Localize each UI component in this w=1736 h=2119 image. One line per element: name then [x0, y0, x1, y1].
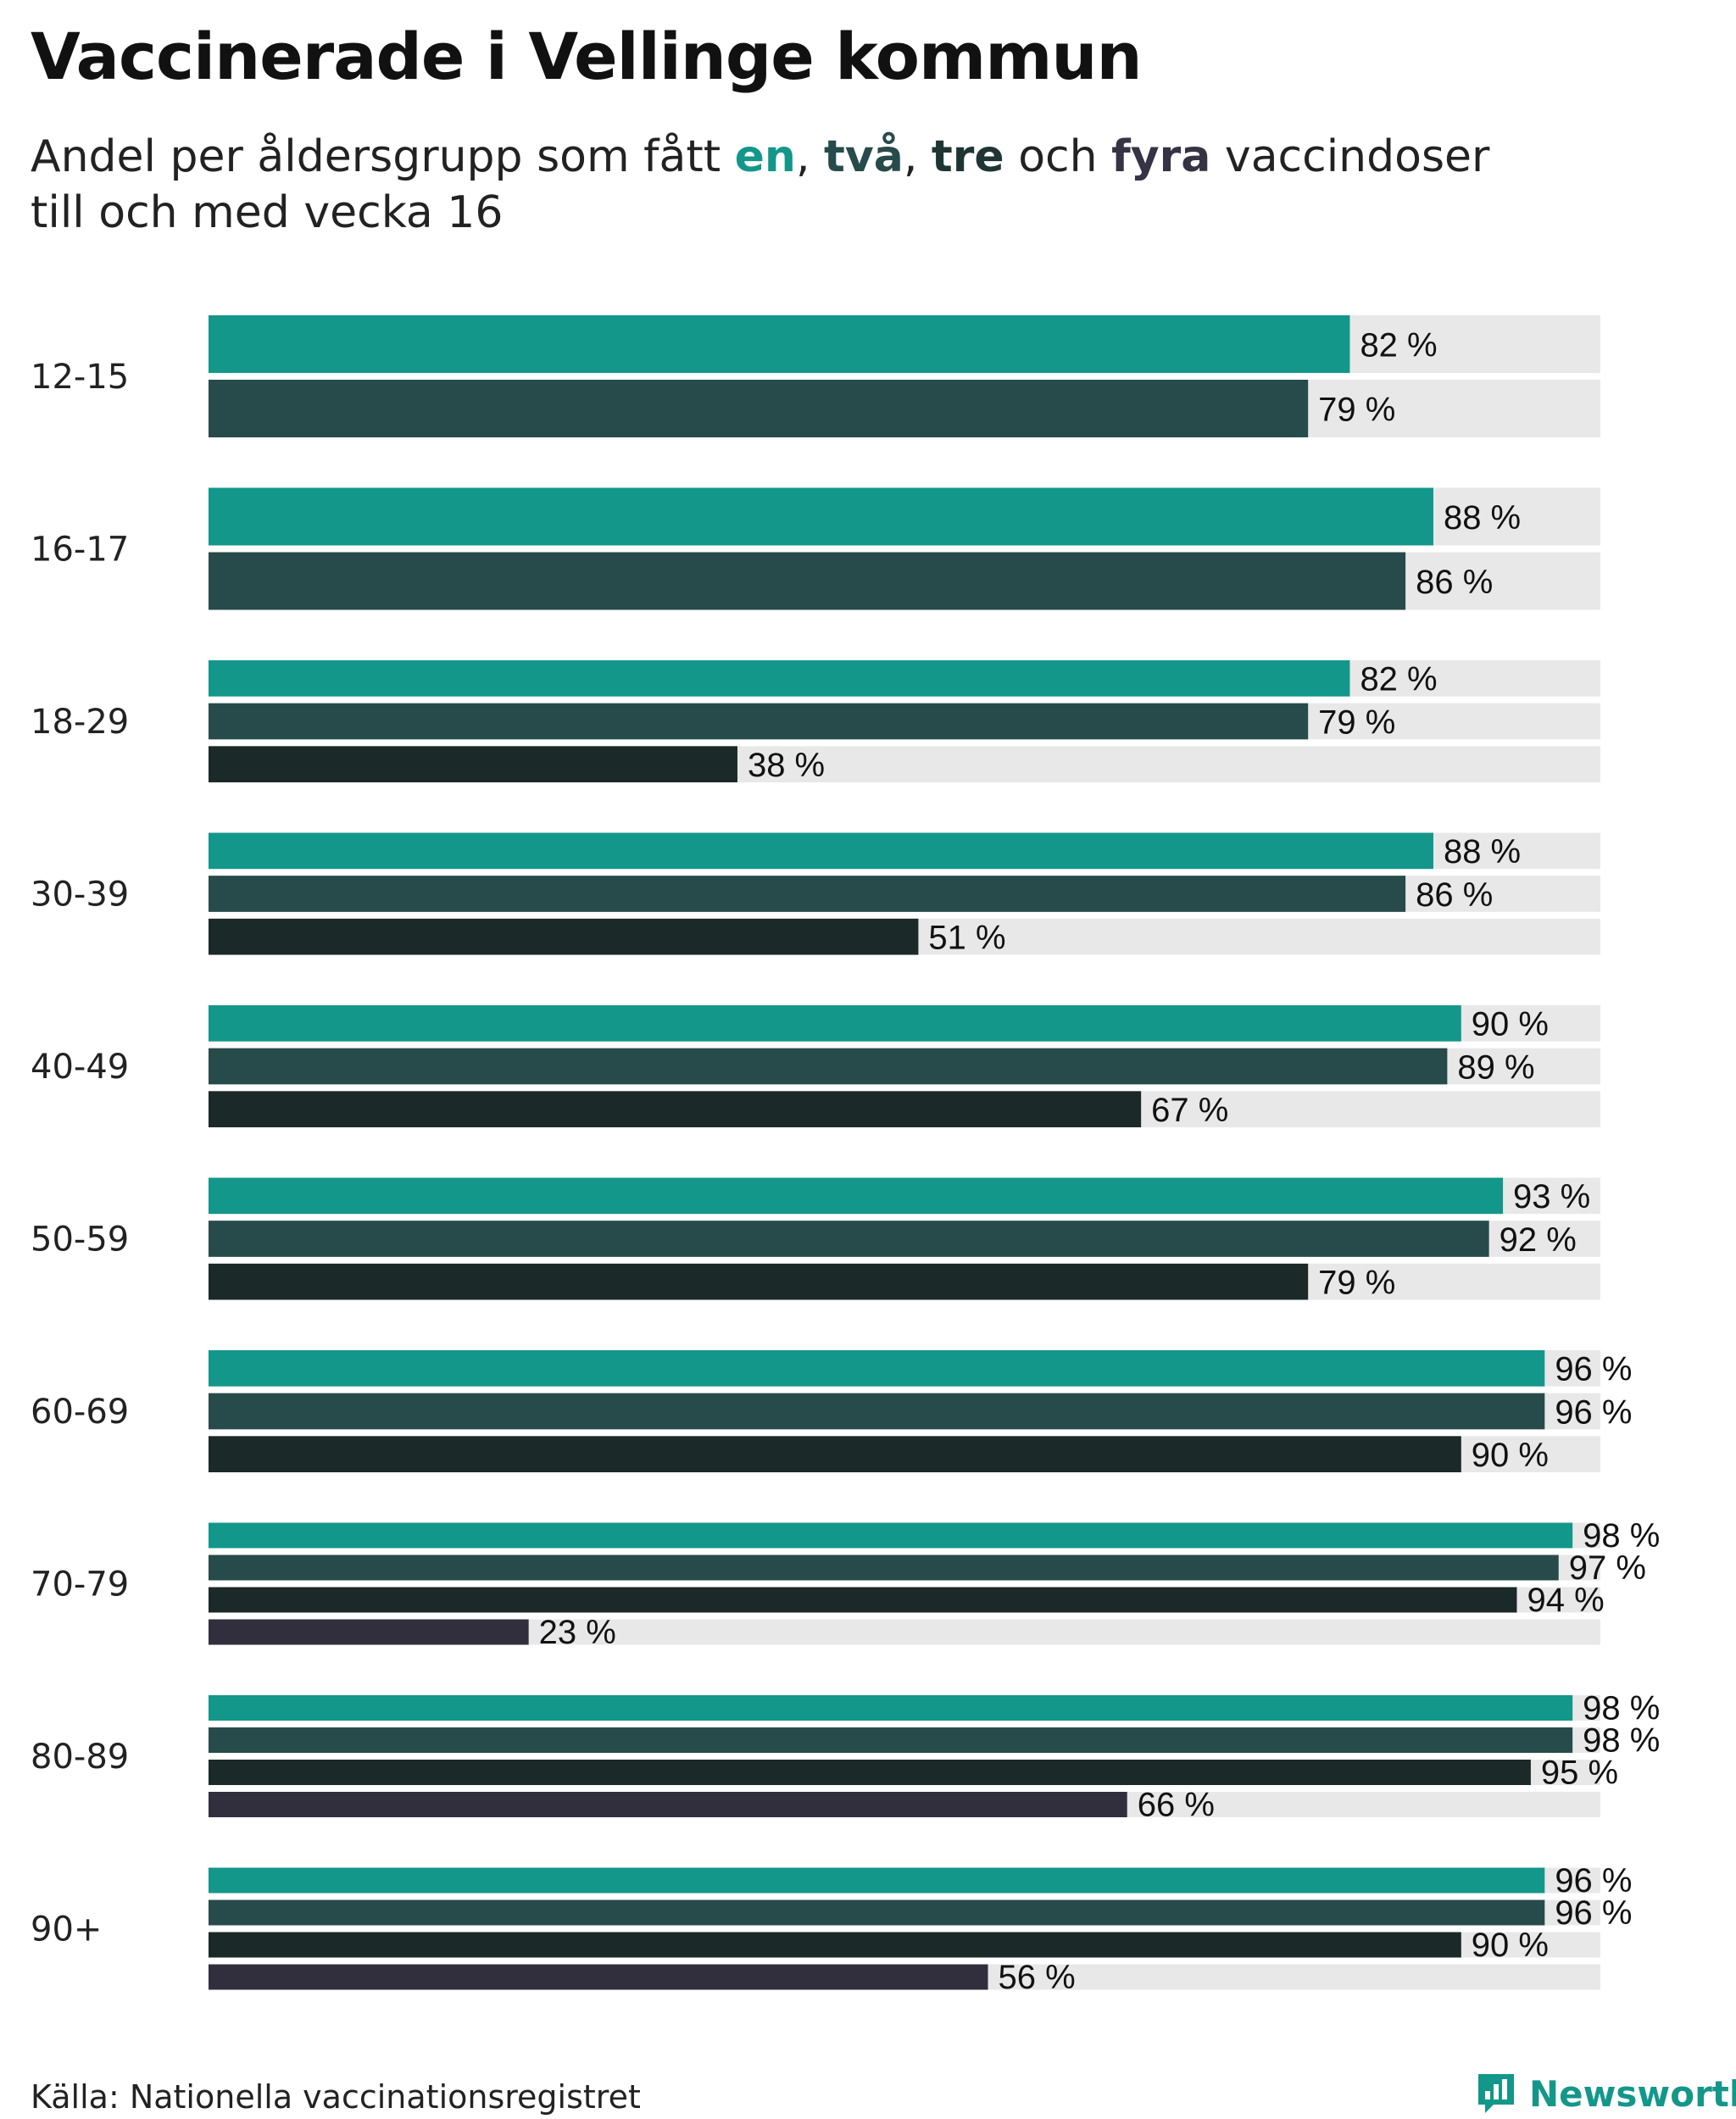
value-label: 79 % [1318, 1265, 1395, 1302]
value-label: 86 % [1416, 876, 1493, 914]
subtitle-conjunction: och [1004, 131, 1112, 182]
bar-tre [209, 1436, 1461, 1472]
value-label: 88 % [1444, 499, 1521, 537]
age-group-70-79: 70-79 98 %97 %94 % 23 % [31, 1517, 1660, 1651]
value-label: 79 % [1318, 704, 1395, 741]
value-label: 89 % [1457, 1048, 1534, 1086]
bar-tva [209, 380, 1309, 437]
bar-tre [209, 1587, 1517, 1613]
value-label: 82 % [1360, 661, 1437, 698]
age-group-label: 16-17 [31, 531, 129, 570]
value-label: 23 % [539, 1614, 616, 1651]
bar-tre [209, 1263, 1309, 1300]
bar-tva [209, 1221, 1489, 1257]
value-label: 79 % [1318, 391, 1395, 428]
age-group-label: 70-79 [31, 1566, 129, 1605]
bar-tre [209, 918, 919, 955]
age-group-90+: 90+ 96 %96 %90 % 56 % [31, 1862, 1632, 1996]
bar-en [209, 1522, 1573, 1549]
value-label: 38 % [748, 747, 825, 784]
value-label: 96 % [1555, 1894, 1632, 1932]
age-group-label: 18-29 [31, 703, 129, 742]
age-group-label: 30-39 [31, 876, 129, 915]
bar-en [209, 1695, 1573, 1721]
value-label: 56 % [999, 1959, 1076, 1996]
value-label: 97 % [1569, 1549, 1646, 1587]
value-label: 88 % [1444, 833, 1521, 870]
bar-en [209, 1177, 1504, 1215]
age-group-label: 90+ [31, 1910, 102, 1949]
bar-tva [209, 1554, 1559, 1581]
bar-tre [209, 746, 737, 782]
value-label: 92 % [1500, 1221, 1577, 1259]
bar-tre [209, 1932, 1461, 1958]
age-group-40-49: 40-49 90 % 89 % 67 % [31, 1005, 1600, 1129]
bar-en [209, 832, 1433, 870]
age-group-50-59: 50-59 93 % 92 % 79 % [31, 1177, 1600, 1302]
value-label: 95 % [1541, 1755, 1618, 1792]
subtitle-separator: , [903, 131, 932, 182]
bar-en [209, 1005, 1461, 1042]
value-label: 90 % [1472, 1927, 1549, 1964]
age-group-label: 12-15 [31, 358, 129, 397]
bar-en [209, 1867, 1545, 1894]
legend-word-en: en [734, 131, 796, 182]
age-group-label: 50-59 [31, 1221, 129, 1260]
bar-tva [209, 1899, 1545, 1926]
age-group-12-15: 12-15 82 % 79 % [31, 315, 1600, 437]
value-label: 96 % [1555, 1393, 1632, 1431]
bar-fyra [209, 1792, 1127, 1817]
value-label: 93 % [1513, 1178, 1590, 1215]
legend-word-tre: tre [931, 131, 1004, 182]
legend-word-tva: två [824, 131, 904, 182]
bar-en [209, 1350, 1545, 1387]
bar-tva [209, 876, 1406, 912]
bar-tre [209, 1091, 1142, 1127]
legend-word-fyra: fyra [1111, 131, 1211, 182]
value-label: 90 % [1472, 1006, 1549, 1043]
age-group-16-17: 16-17 88 % 86 % [31, 487, 1600, 610]
value-label: 67 % [1151, 1092, 1228, 1129]
age-group-18-29: 18-29 82 % 79 % 38 % [31, 660, 1600, 784]
brand-logo: Newsworthy [1475, 2068, 1736, 2119]
bar-tva [209, 552, 1406, 610]
value-label: 98 % [1583, 1517, 1660, 1554]
bar-fyra [209, 1964, 988, 1990]
bar-en [209, 315, 1350, 373]
chart-subtitle: Andel per åldersgrupp som fått en, två, … [31, 129, 1556, 241]
source-note: Källa: Nationella vaccinationsregistret [31, 2078, 641, 2116]
value-label: 86 % [1416, 564, 1493, 601]
value-label: 90 % [1472, 1437, 1549, 1474]
value-label: 66 % [1138, 1787, 1215, 1824]
age-group-label: 80-89 [31, 1738, 129, 1777]
value-label: 82 % [1360, 326, 1437, 364]
value-label: 51 % [928, 920, 1005, 957]
bar-tva [209, 1048, 1448, 1085]
age-group-label: 60-69 [31, 1393, 129, 1432]
bar-fyra [209, 1619, 529, 1645]
bar-chart: 12-15 82 % 79 % 16-17 88 % 86 % 18-29 82 % 79 % 3… [31, 315, 1660, 1996]
subtitle-separator: , [795, 131, 825, 182]
age-group-30-39: 30-39 88 % 86 % 51 % [31, 832, 1600, 957]
bar-en [209, 487, 1433, 546]
subtitle-suffix: vaccindoser till och med vecka 16 [31, 131, 1490, 238]
value-label: 98 % [1583, 1690, 1660, 1727]
newsworthy-logo-icon [1478, 2074, 1514, 2113]
subtitle-prefix: Andel per åldersgrupp som fått [31, 131, 735, 182]
bar-tva [209, 703, 1309, 740]
chart-title: Vaccinerade i Vellinge kommun [31, 19, 1143, 94]
bar-tva [209, 1727, 1573, 1753]
bar-en [209, 660, 1350, 697]
value-label: 94 % [1527, 1582, 1604, 1619]
value-label: 96 % [1555, 1862, 1632, 1899]
value-label: 96 % [1555, 1351, 1632, 1388]
brand-name: Newsworthy [1529, 2072, 1736, 2115]
value-label: 98 % [1583, 1722, 1660, 1760]
age-group-label: 40-49 [31, 1048, 129, 1087]
bar-tva [209, 1393, 1545, 1430]
bar-tre [209, 1760, 1531, 1785]
